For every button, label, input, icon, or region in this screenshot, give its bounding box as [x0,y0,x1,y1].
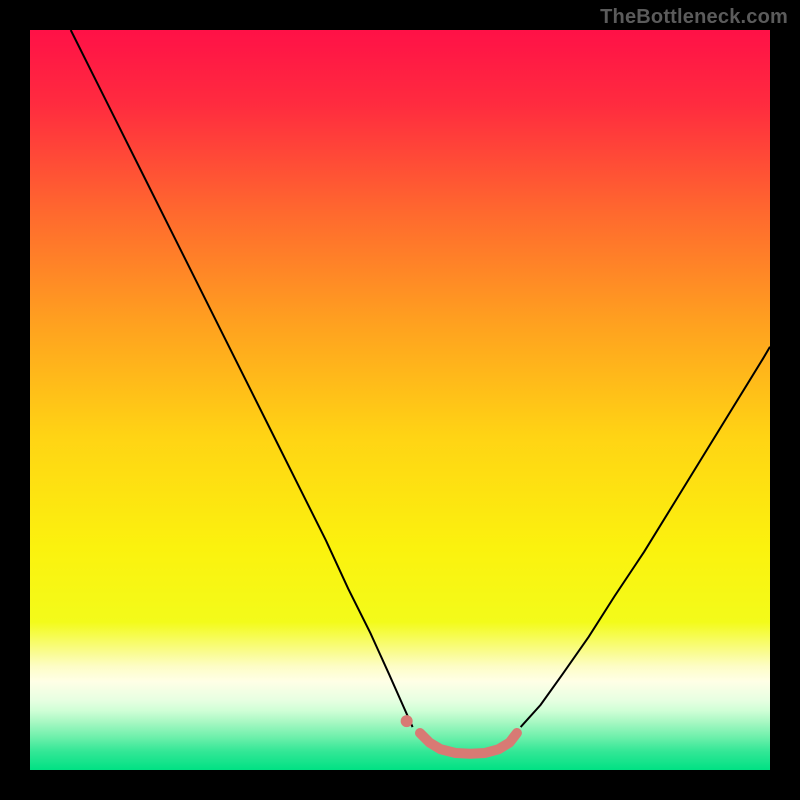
marker-trough_left_dot [401,715,413,727]
bottleneck-chart [0,0,800,800]
chart-markers [401,715,413,727]
chart-plot-bg [30,30,770,770]
bottleneck-chart-container: TheBottleneck.com [0,0,800,800]
